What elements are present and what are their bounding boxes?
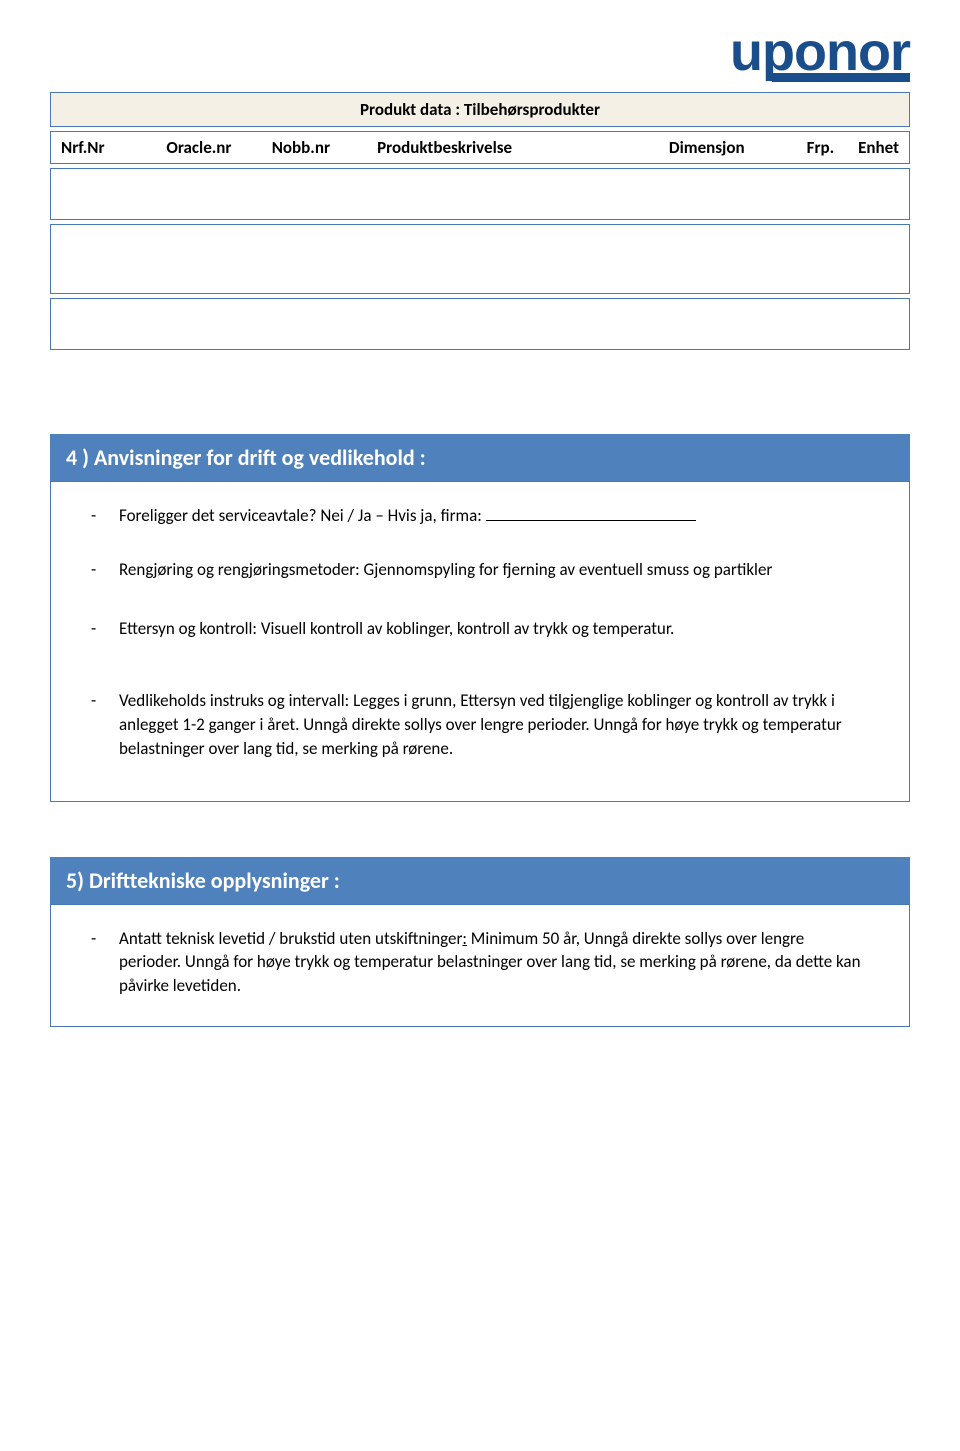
logo: uponor [730,30,910,82]
logo-text: uponor [730,30,910,76]
section-5-body: - Antatt teknisk levetid / brukstid uten… [50,905,910,1027]
empty-row [50,298,910,350]
blank-line [486,520,696,521]
bullet-content: Foreligger det serviceavtale? Nei / Ja –… [119,504,869,528]
title-bar: Produkt data : Tilbehørsprodukter [50,92,910,127]
list-item: - Rengjøring og rengjøringsmetoder: Gjen… [91,558,869,582]
item-prefix: Antatt teknisk levetid / brukstid uten u… [119,928,462,949]
section-4-heading: 4 ) Anvisninger for drift og vedlikehold… [50,434,910,482]
bullet-content: Rengjøring og rengjøringsmetoder: Gjenno… [119,558,869,582]
bullet-dash: - [91,927,119,998]
bullet-content: Vedlikeholds instruks og intervall: Legg… [119,689,869,760]
col-desc: Produktbeskrivelse [377,137,669,158]
empty-row [50,224,910,294]
col-oracle: Oracle.nr [166,137,271,158]
section-5-heading: 5) Drifttekniske opplysninger : [50,857,910,905]
list-item: - Antatt teknisk levetid / brukstid uten… [91,927,869,998]
bullet-dash: - [91,504,119,528]
list-item: - Vedlikeholds instruks og intervall: Le… [91,689,869,760]
bullet-content: Antatt teknisk levetid / brukstid uten u… [119,927,869,998]
item-text: Foreligger det serviceavtale? Nei / Ja –… [119,505,482,526]
section-4: 4 ) Anvisninger for drift og vedlikehold… [50,434,910,802]
bullet-dash: - [91,689,119,760]
col-nrf: Nrf.Nr [61,137,166,158]
table-header-row: Nrf.Nr Oracle.nr Nobb.nr Produktbeskrive… [50,131,910,164]
col-dim: Dimensjon [669,137,807,158]
spacer [50,354,910,434]
col-nobb: Nobb.nr [272,137,377,158]
section-5: 5) Drifttekniske opplysninger : - Antatt… [50,857,910,1027]
section-4-body: - Foreligger det serviceavtale? Nei / Ja… [50,482,910,802]
bullet-content: Ettersyn og kontroll: Visuell kontroll a… [119,617,869,641]
bullet-dash: - [91,617,119,641]
col-frp: Frp. [807,137,835,158]
empty-row [50,168,910,220]
list-item: - Foreligger det serviceavtale? Nei / Ja… [91,504,869,528]
list-item: - Ettersyn og kontroll: Visuell kontroll… [91,617,869,641]
col-enhet: Enhet [834,137,899,158]
logo-container: uponor [50,30,910,82]
bullet-dash: - [91,558,119,582]
